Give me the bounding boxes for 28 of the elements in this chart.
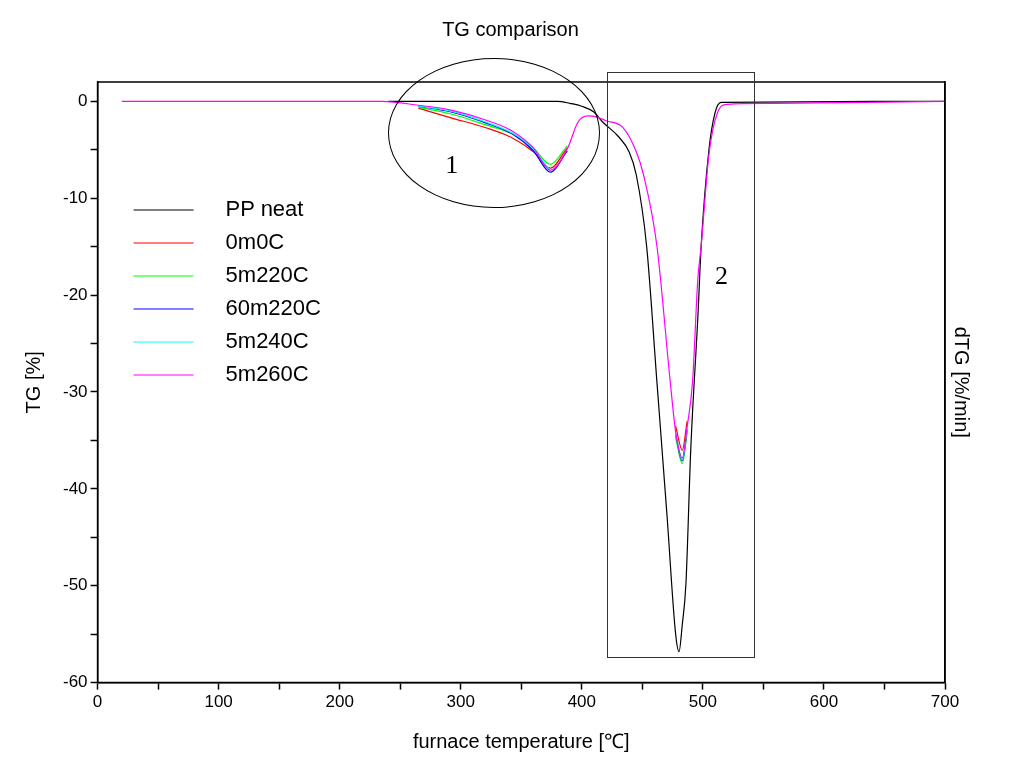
x-tick-label: 400	[567, 692, 596, 712]
annotation: 2	[714, 261, 728, 291]
annotation: 1	[445, 149, 459, 179]
x-tick-label: 700	[930, 692, 960, 712]
y-tick-label: -30	[62, 381, 88, 401]
y-tick-label: -60	[62, 672, 88, 692]
y-tick-label: -50	[62, 575, 88, 595]
x-tick-label: 0	[92, 692, 103, 712]
y-tick-label: -10	[62, 187, 88, 207]
y-tick-label: -20	[62, 284, 88, 304]
legend-label: 5m260C	[225, 361, 309, 387]
x-tick-label: 600	[809, 692, 839, 712]
x-tick-label: 200	[325, 692, 354, 712]
legend-label: 0m0C	[225, 229, 285, 255]
y2-axis-title: dTG [%/min]	[951, 326, 974, 438]
line-series	[121, 100, 945, 459]
y-axis-title: TG [%]	[21, 351, 44, 414]
legend-label: 5m220C	[225, 262, 309, 288]
legend-label: 5m240C	[225, 328, 309, 354]
x-axis-title: furnace temperature [℃]	[412, 729, 630, 752]
legend-label: 60m220C	[225, 295, 322, 321]
x-tick-label: 100	[204, 692, 233, 712]
y-tick-label: 0	[78, 91, 88, 111]
x-tick-label: 300	[446, 692, 475, 712]
chart-title: TG comparison	[442, 17, 579, 40]
legend-label: PP neat	[225, 196, 304, 222]
y-tick-label: -40	[62, 478, 88, 498]
x-tick-label: 500	[688, 692, 718, 712]
